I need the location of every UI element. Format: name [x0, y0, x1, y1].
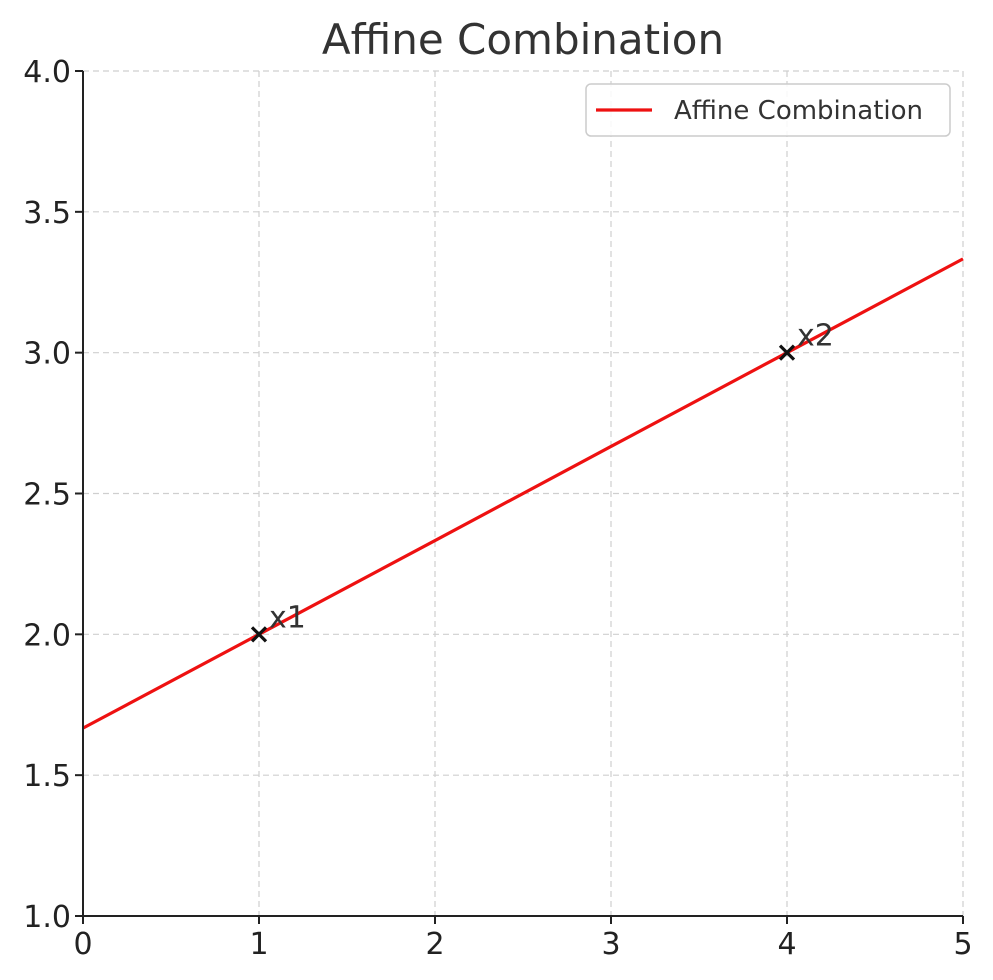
legend: Affine Combination — [585, 83, 951, 137]
chart-title: Affine Combination — [322, 15, 724, 64]
x-tick-label-5: 5 — [953, 927, 972, 962]
y-tick-label-6: 4.0 — [23, 55, 71, 90]
y-tick-label-5: 3.5 — [23, 196, 71, 231]
tick-labels: 0 1 2 3 4 5 1.0 1.5 2.0 2.5 3.0 3.5 4.0 — [23, 55, 972, 962]
points-layer: x1 x2 — [250, 319, 834, 643]
point-marker-x2 — [778, 344, 796, 361]
point-label-x1: x1 — [269, 600, 306, 635]
y-tick-label-0: 1.0 — [23, 900, 71, 935]
y-tick-label-3: 2.5 — [23, 478, 71, 513]
y-tick-label-2: 2.0 — [23, 618, 71, 653]
x-tick-label-4: 4 — [777, 927, 796, 962]
x-tick-label-2: 2 — [425, 927, 444, 962]
x-tick-label-3: 3 — [601, 927, 620, 962]
legend-label-0: Affine Combination — [674, 96, 923, 126]
legend-box — [585, 83, 951, 137]
point-x2: x2 — [778, 319, 834, 361]
series-layer — [82, 257, 964, 730]
y-tick-label-1: 1.5 — [23, 759, 71, 794]
y-tick-label-4: 3.0 — [23, 337, 71, 372]
point-marker-x1 — [250, 626, 268, 643]
x-tick-label-1: 1 — [249, 927, 268, 962]
x-tick-label-0: 0 — [73, 927, 92, 962]
point-label-x2: x2 — [797, 319, 834, 354]
series-line-0 — [82, 257, 964, 730]
point-x1: x1 — [250, 600, 306, 643]
